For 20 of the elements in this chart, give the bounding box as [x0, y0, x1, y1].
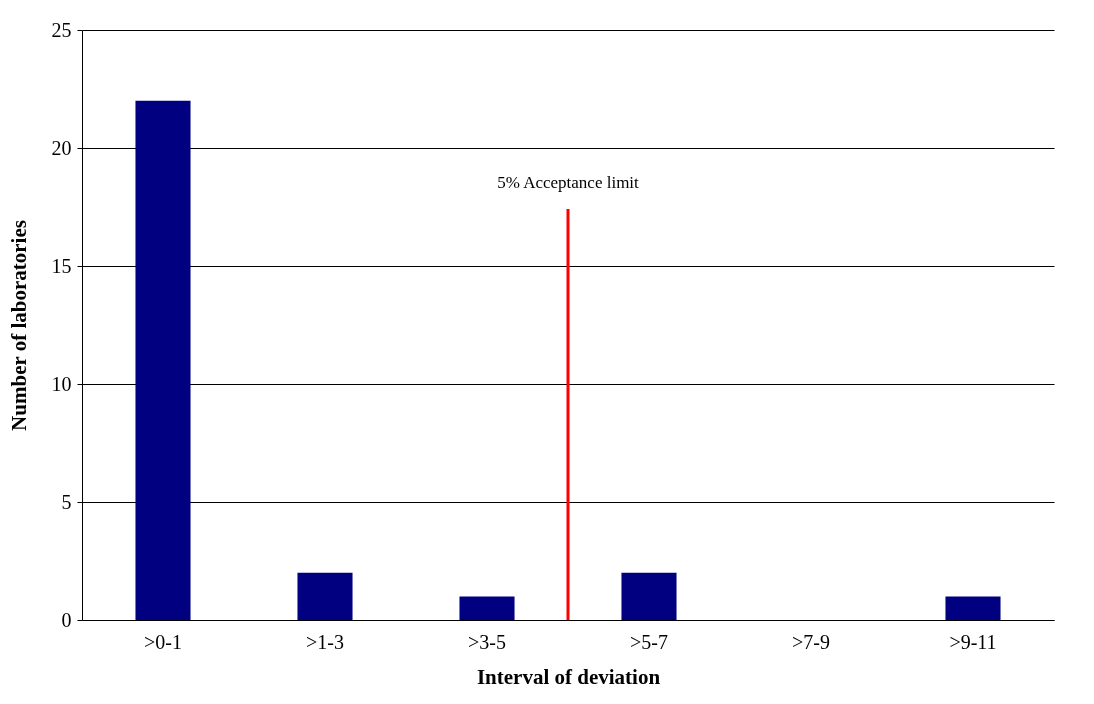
y-tick-label: 5	[61, 490, 72, 513]
bar	[297, 572, 353, 620]
y-tick-label: 0	[61, 608, 72, 631]
x-tick-label: >1-3	[306, 630, 344, 653]
bar	[459, 596, 515, 620]
y-tick-label: 15	[51, 254, 72, 277]
bar	[135, 100, 191, 620]
y-axis-title: Number of laboratories	[6, 220, 31, 431]
x-tick-label: >7-9	[792, 630, 830, 653]
bar	[621, 572, 677, 620]
ref-line-label: 5% Acceptance limit	[497, 173, 640, 192]
x-tick-label: >0-1	[144, 630, 182, 653]
x-axis-title: Interval of deviation	[476, 664, 661, 689]
y-tick-label: 20	[51, 136, 72, 159]
x-tick-label: >9-11	[949, 630, 997, 653]
y-tick-label: 25	[51, 18, 72, 41]
bar	[945, 596, 1001, 620]
x-tick-label: >3-5	[468, 630, 506, 653]
y-tick-label: 10	[51, 372, 72, 395]
x-tick-label: >5-7	[630, 630, 668, 653]
